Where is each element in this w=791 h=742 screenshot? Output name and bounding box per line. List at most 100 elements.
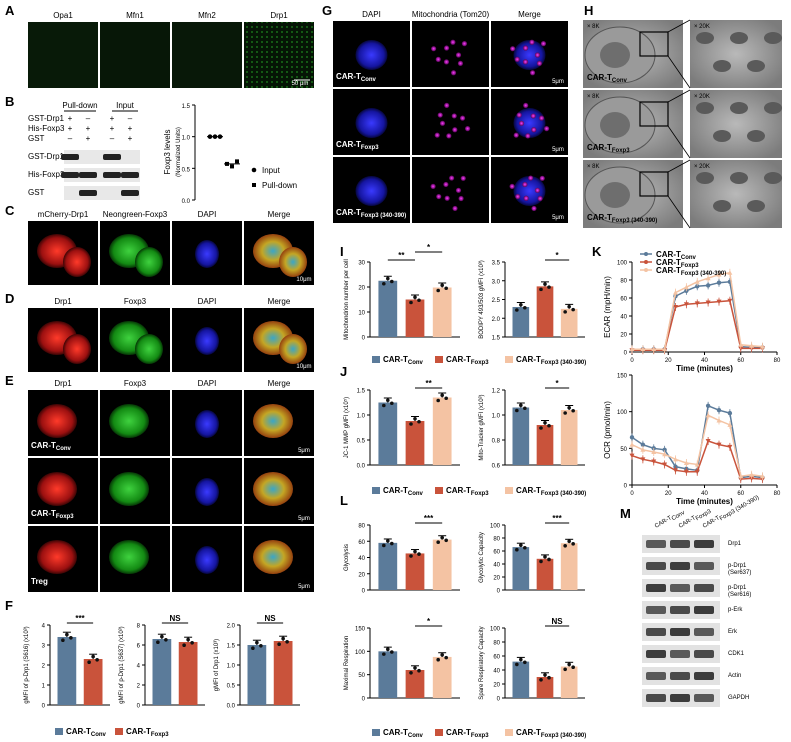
- panel-h-nucleus-1: [600, 112, 630, 138]
- panel-l-legend-2-sub: Foxp3 (340-390): [541, 733, 586, 739]
- k-ecar-point-2-10: [738, 342, 744, 347]
- J1-ytick-label-0: 1.5: [357, 389, 366, 395]
- panel-d-cell-b-0-3: [279, 334, 307, 364]
- panel-j-legend-1: CAR-TFoxp3: [446, 486, 489, 497]
- k-ecar-point-2-5: [683, 284, 689, 290]
- I2-sig-0: *: [556, 251, 560, 260]
- panel-a-opa1-image: [28, 22, 98, 88]
- panel-h-mag-high-2: × 20K: [694, 164, 710, 170]
- F3-dot-1-0: [277, 642, 281, 646]
- L1-bar-2: [432, 539, 452, 590]
- L3-ytick-label-2: 50: [358, 673, 365, 679]
- I1-ytick-label-3: 0: [362, 336, 366, 342]
- panel-g-row-label-0-sub: Conv: [361, 77, 377, 83]
- panel-a-label-mfn2: Mfn2: [198, 11, 216, 20]
- k-ocr-point-1-3: [662, 462, 668, 467]
- panel-i-legend-0-sub: Conv: [408, 360, 424, 366]
- panel-g-mito-0-1-5: [431, 46, 437, 52]
- panel-letter-l: L: [340, 493, 348, 508]
- panel-g-scale-0: 5μm: [552, 79, 564, 85]
- L2-ytick-label-1: 80: [493, 537, 500, 543]
- panel-b-band-1-1: [79, 172, 97, 178]
- F1-ytick-label-1: 3: [42, 644, 46, 650]
- F1-ytick-label-0: 4: [42, 624, 46, 630]
- k-ocr-point-1-7: [705, 439, 711, 444]
- panel-c-label-1: Neongreen-Foxp3: [103, 210, 168, 219]
- panel-g-mito-1-1-3: [439, 120, 446, 126]
- F2-sig-0: NS: [169, 614, 181, 623]
- k-ecar-ytick-label-3: 40: [620, 315, 627, 321]
- panel-g-mito-0-1-6: [443, 45, 450, 51]
- panel-b-point-pulldown-2: [235, 159, 239, 164]
- J1-dot-1-0: [409, 422, 413, 426]
- panel-b-legend-pulldown: Pull-down: [262, 181, 297, 190]
- L3-ytick-label-1: 100: [355, 650, 366, 656]
- panel-m-band-label-7: GAPDH: [728, 695, 749, 701]
- k-ocr-point-2-0: [629, 442, 635, 447]
- panel-letter-e: E: [5, 373, 14, 388]
- panel-g-nucleus-0-0: [355, 40, 388, 70]
- panel-b-band-2-1: [79, 190, 97, 196]
- J2-sig-0: *: [556, 379, 560, 388]
- L4-dot-2-0: [563, 667, 567, 672]
- F3-ylabel: gMFI of Drp1 (x10³): [214, 639, 220, 691]
- panel-m-band-label-6: Actin: [728, 673, 741, 679]
- I2-bar-2: [560, 308, 578, 337]
- panel-l-legend-swatch-0: [372, 729, 380, 736]
- panel-b-sign-1-0: +: [68, 124, 73, 133]
- L4-ytick-label-5: 0: [497, 697, 501, 703]
- panel-b-row-label-1: His-Foxp3: [28, 124, 65, 133]
- panel-j-legend-swatch-0: [372, 487, 380, 494]
- F2-dot-1-0: [182, 643, 186, 647]
- panel-m-band-6-0: [646, 672, 666, 680]
- panel-h-row-label-2-sub: Foxp3 (340-390): [612, 218, 657, 224]
- panel-m-band-3-1: [670, 606, 690, 614]
- panel-g-nucleus-2-0: [355, 176, 388, 206]
- k-ecar-point-2-12: [760, 344, 765, 349]
- panel-h-highmag-2: [690, 160, 782, 228]
- panel-d-scale-0: 10μm: [296, 364, 311, 370]
- J2-ytick-label-2: 0.8: [492, 439, 501, 445]
- panel-a-mfn1-image: [100, 22, 170, 88]
- panel-a-label-opa1: Opa1: [53, 11, 73, 20]
- panel-m-band-7-1: [670, 694, 690, 702]
- J2-dot-2-2: [571, 408, 575, 413]
- panel-g-mito-0-1-7: [450, 39, 456, 45]
- panel-g-mito-1-1-2: [434, 132, 440, 138]
- J1-bar-2: [432, 397, 452, 465]
- F2-dot-0-1: [160, 634, 164, 639]
- panel-g-nucleus-1-0: [355, 108, 388, 138]
- I2-ytick-label-1: 3.0: [492, 279, 501, 285]
- L1-ytick-label-0: 80: [358, 524, 365, 530]
- panel-b-sign-0-0: +: [68, 114, 73, 123]
- k-legend-0-sub: Conv: [681, 255, 697, 261]
- L4-ytick-label-2: 60: [493, 655, 500, 661]
- L1-dot-2-2: [444, 538, 448, 543]
- panel-letter-d: D: [5, 291, 14, 306]
- F2-ytick-label-2: 4: [137, 664, 141, 670]
- k-ocr-point-2-10: [738, 473, 744, 479]
- panel-c-cell-b-0-3: [279, 247, 307, 277]
- panel-j-legend-0: CAR-TConv: [383, 486, 424, 497]
- k-legend-marker-1: [644, 260, 648, 264]
- panel-g-mito-2-1-4: [449, 175, 455, 181]
- panel-b-row-label-2: GST: [28, 134, 45, 143]
- panel-g-mito-0-1-1: [457, 60, 464, 66]
- J1-dot-1-1: [413, 416, 417, 421]
- panel-g-tile-1-1: [412, 89, 489, 155]
- panel-h-mito-2-4: [764, 172, 782, 184]
- L1-dot-1-1: [413, 549, 417, 554]
- panel-g-mito-0-2-5: [510, 46, 516, 52]
- k-ocr-point-0-3: [662, 447, 667, 452]
- panel-b-ytick-label-2: 0.5: [182, 167, 191, 173]
- panel-a-label-drp1: Drp1: [270, 11, 288, 20]
- F3-bar-0: [247, 645, 267, 705]
- panel-e-nucleus-0-2: [195, 410, 219, 438]
- L3-bar-1: [405, 670, 425, 698]
- I1-dot-2-1: [440, 283, 444, 288]
- chart-L4: 100 80 60 40 20 0 Spare Respiratory Capacity NS: [479, 617, 585, 703]
- panel-g-mito-1-2-0: [531, 127, 537, 133]
- panel-f-legend-swatch-foxp3: [115, 728, 123, 735]
